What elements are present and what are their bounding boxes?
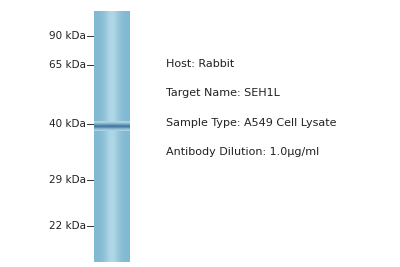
Text: 29 kDa: 29 kDa <box>49 175 86 185</box>
Text: 22 kDa: 22 kDa <box>49 221 86 231</box>
Text: Sample Type: A549 Cell Lysate: Sample Type: A549 Cell Lysate <box>166 118 336 128</box>
Text: 40 kDa: 40 kDa <box>49 119 86 129</box>
Text: Antibody Dilution: 1.0μg/ml: Antibody Dilution: 1.0μg/ml <box>166 147 319 157</box>
Text: Host: Rabbit: Host: Rabbit <box>166 59 234 69</box>
Text: 65 kDa: 65 kDa <box>49 60 86 70</box>
Text: 90 kDa: 90 kDa <box>49 31 86 41</box>
Text: Target Name: SEH1L: Target Name: SEH1L <box>166 88 280 99</box>
